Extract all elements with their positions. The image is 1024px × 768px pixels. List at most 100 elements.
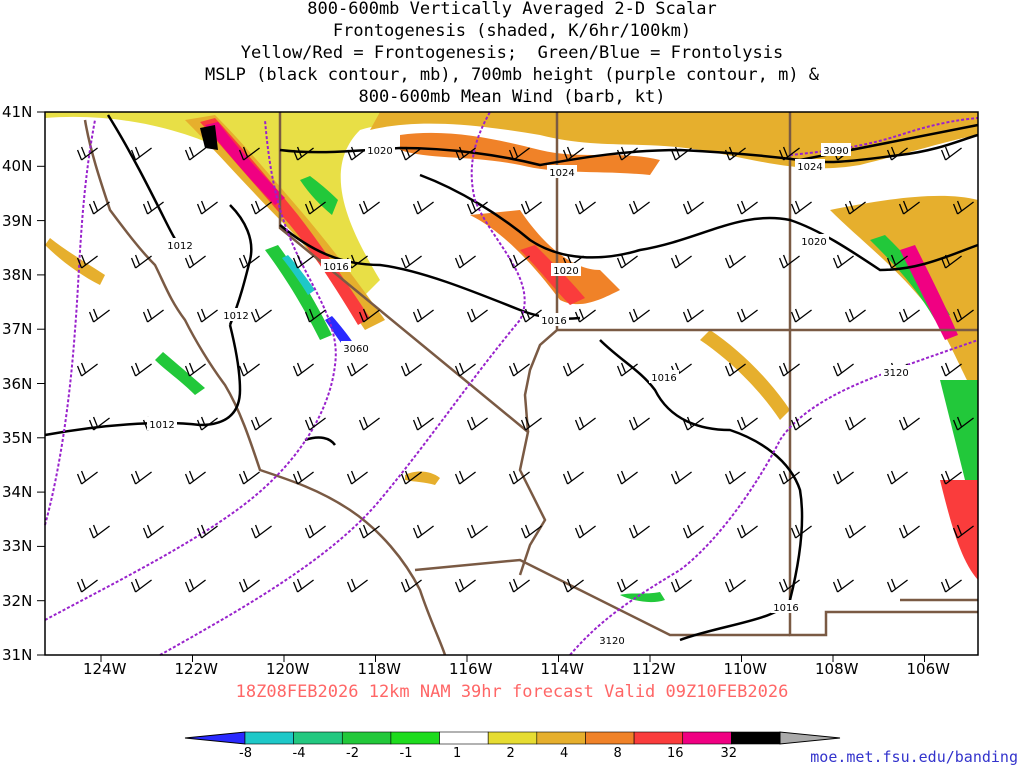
wind-barb <box>358 200 380 215</box>
wind-barb <box>130 362 152 377</box>
wind-barb <box>562 578 584 593</box>
wind-barb <box>940 254 962 269</box>
coastline <box>83 119 447 656</box>
longitude-label: 118W <box>357 660 401 678</box>
wind-barb <box>844 416 866 431</box>
longitude-label: 124W <box>83 660 127 678</box>
mslp-contour-label: 1020 <box>801 237 826 248</box>
wind-barb <box>682 416 704 431</box>
wind-barb <box>952 308 974 323</box>
wind-barb <box>670 578 692 593</box>
colorbar-segment <box>487 731 538 745</box>
wind-barb <box>466 416 488 431</box>
wind-barb <box>76 470 98 485</box>
wind-barb <box>670 254 692 269</box>
colorbar-tick: 8 <box>613 746 622 761</box>
wind-barb <box>130 254 152 269</box>
wind-barb <box>832 254 854 269</box>
colorbar-tick: -8 <box>239 746 252 761</box>
wind-barb <box>184 578 206 593</box>
wind-barb <box>628 200 650 215</box>
contour-labels: 1020 1024 1024 1012 1016 1020 1020 1012 1016 1016… <box>147 143 911 647</box>
wind-barb <box>358 524 380 539</box>
state-boundaries <box>278 112 978 637</box>
wind-barb <box>412 524 434 539</box>
colorbar-tick: 2 <box>506 746 515 761</box>
wind-barb <box>574 308 596 323</box>
wind-barb <box>898 416 920 431</box>
wind-barb <box>898 524 920 539</box>
longitude-label: 112W <box>632 660 676 678</box>
wind-barb <box>304 200 326 215</box>
wind-barb <box>400 470 422 485</box>
wind-barb <box>562 146 584 161</box>
wind-barb <box>412 200 434 215</box>
title-line-4: MSLP (black contour, mb), 700mb height (… <box>204 65 820 85</box>
longitude-label: 116W <box>449 660 493 678</box>
wind-barb <box>724 254 746 269</box>
colorbar-tick: 4 <box>560 746 569 761</box>
latitude-label: 39N <box>2 211 33 230</box>
wind-barb <box>88 200 110 215</box>
wind-barb <box>454 578 476 593</box>
wind-barb <box>454 146 476 161</box>
wind-barb <box>670 146 692 161</box>
wind-barb <box>616 146 638 161</box>
wind-barb <box>778 362 800 377</box>
axis-ticks <box>37 111 925 662</box>
title-line-1: 800-600mb Vertically Averaged 2-D Scalar <box>307 0 717 19</box>
wind-barb <box>184 254 206 269</box>
wind-barb <box>886 146 908 161</box>
wind-barb <box>454 254 476 269</box>
wind-barb <box>304 308 326 323</box>
latitude-label: 38N <box>2 265 33 284</box>
wind-barb <box>346 470 368 485</box>
longitude-label: 120W <box>266 660 310 678</box>
wind-barb <box>520 416 542 431</box>
mslp-contour-label: 1020 <box>367 146 392 157</box>
colorbar-low-arrow <box>184 731 246 745</box>
wind-barb <box>898 200 920 215</box>
wind-barb <box>346 146 368 161</box>
wind-barb <box>358 416 380 431</box>
wind-barb <box>736 524 758 539</box>
title-line-5: 800-600mb Mean Wind (barb, kt) <box>358 87 666 107</box>
wind-barb <box>520 200 542 215</box>
mslp-contour-label: 1020 <box>553 266 578 277</box>
wind-barb <box>508 146 530 161</box>
wind-barb <box>76 362 98 377</box>
wind-barb <box>778 254 800 269</box>
wind-barb <box>454 362 476 377</box>
latitude-label: 36N <box>2 374 33 393</box>
wind-barb <box>196 416 218 431</box>
wind-barb <box>184 146 206 161</box>
mslp-contour-label: 1012 <box>167 241 192 252</box>
wind-barb <box>400 362 422 377</box>
wind-barb <box>238 470 260 485</box>
wind-barb <box>196 200 218 215</box>
wind-barb <box>682 308 704 323</box>
wind-barb <box>466 308 488 323</box>
wind-barb <box>778 578 800 593</box>
wind-barb <box>574 524 596 539</box>
wind-barb <box>142 200 164 215</box>
wind-barb <box>778 470 800 485</box>
wind-barb <box>508 578 530 593</box>
wind-barb <box>628 524 650 539</box>
wind-barb <box>508 254 530 269</box>
wind-barb <box>790 200 812 215</box>
wind-barb <box>250 416 272 431</box>
wind-barb <box>790 416 812 431</box>
latitude-label: 32N <box>2 591 33 610</box>
wind-barb <box>292 470 314 485</box>
wind-barb <box>520 308 542 323</box>
wind-barb <box>88 524 110 539</box>
wind-barb <box>520 524 542 539</box>
wind-barb <box>940 362 962 377</box>
height-contour-label: 3120 <box>883 368 908 379</box>
wind-barb <box>250 308 272 323</box>
colorbar-segment <box>536 731 586 745</box>
latitude-label: 34N <box>2 483 33 502</box>
colorbar-tick: 1 <box>453 746 462 761</box>
